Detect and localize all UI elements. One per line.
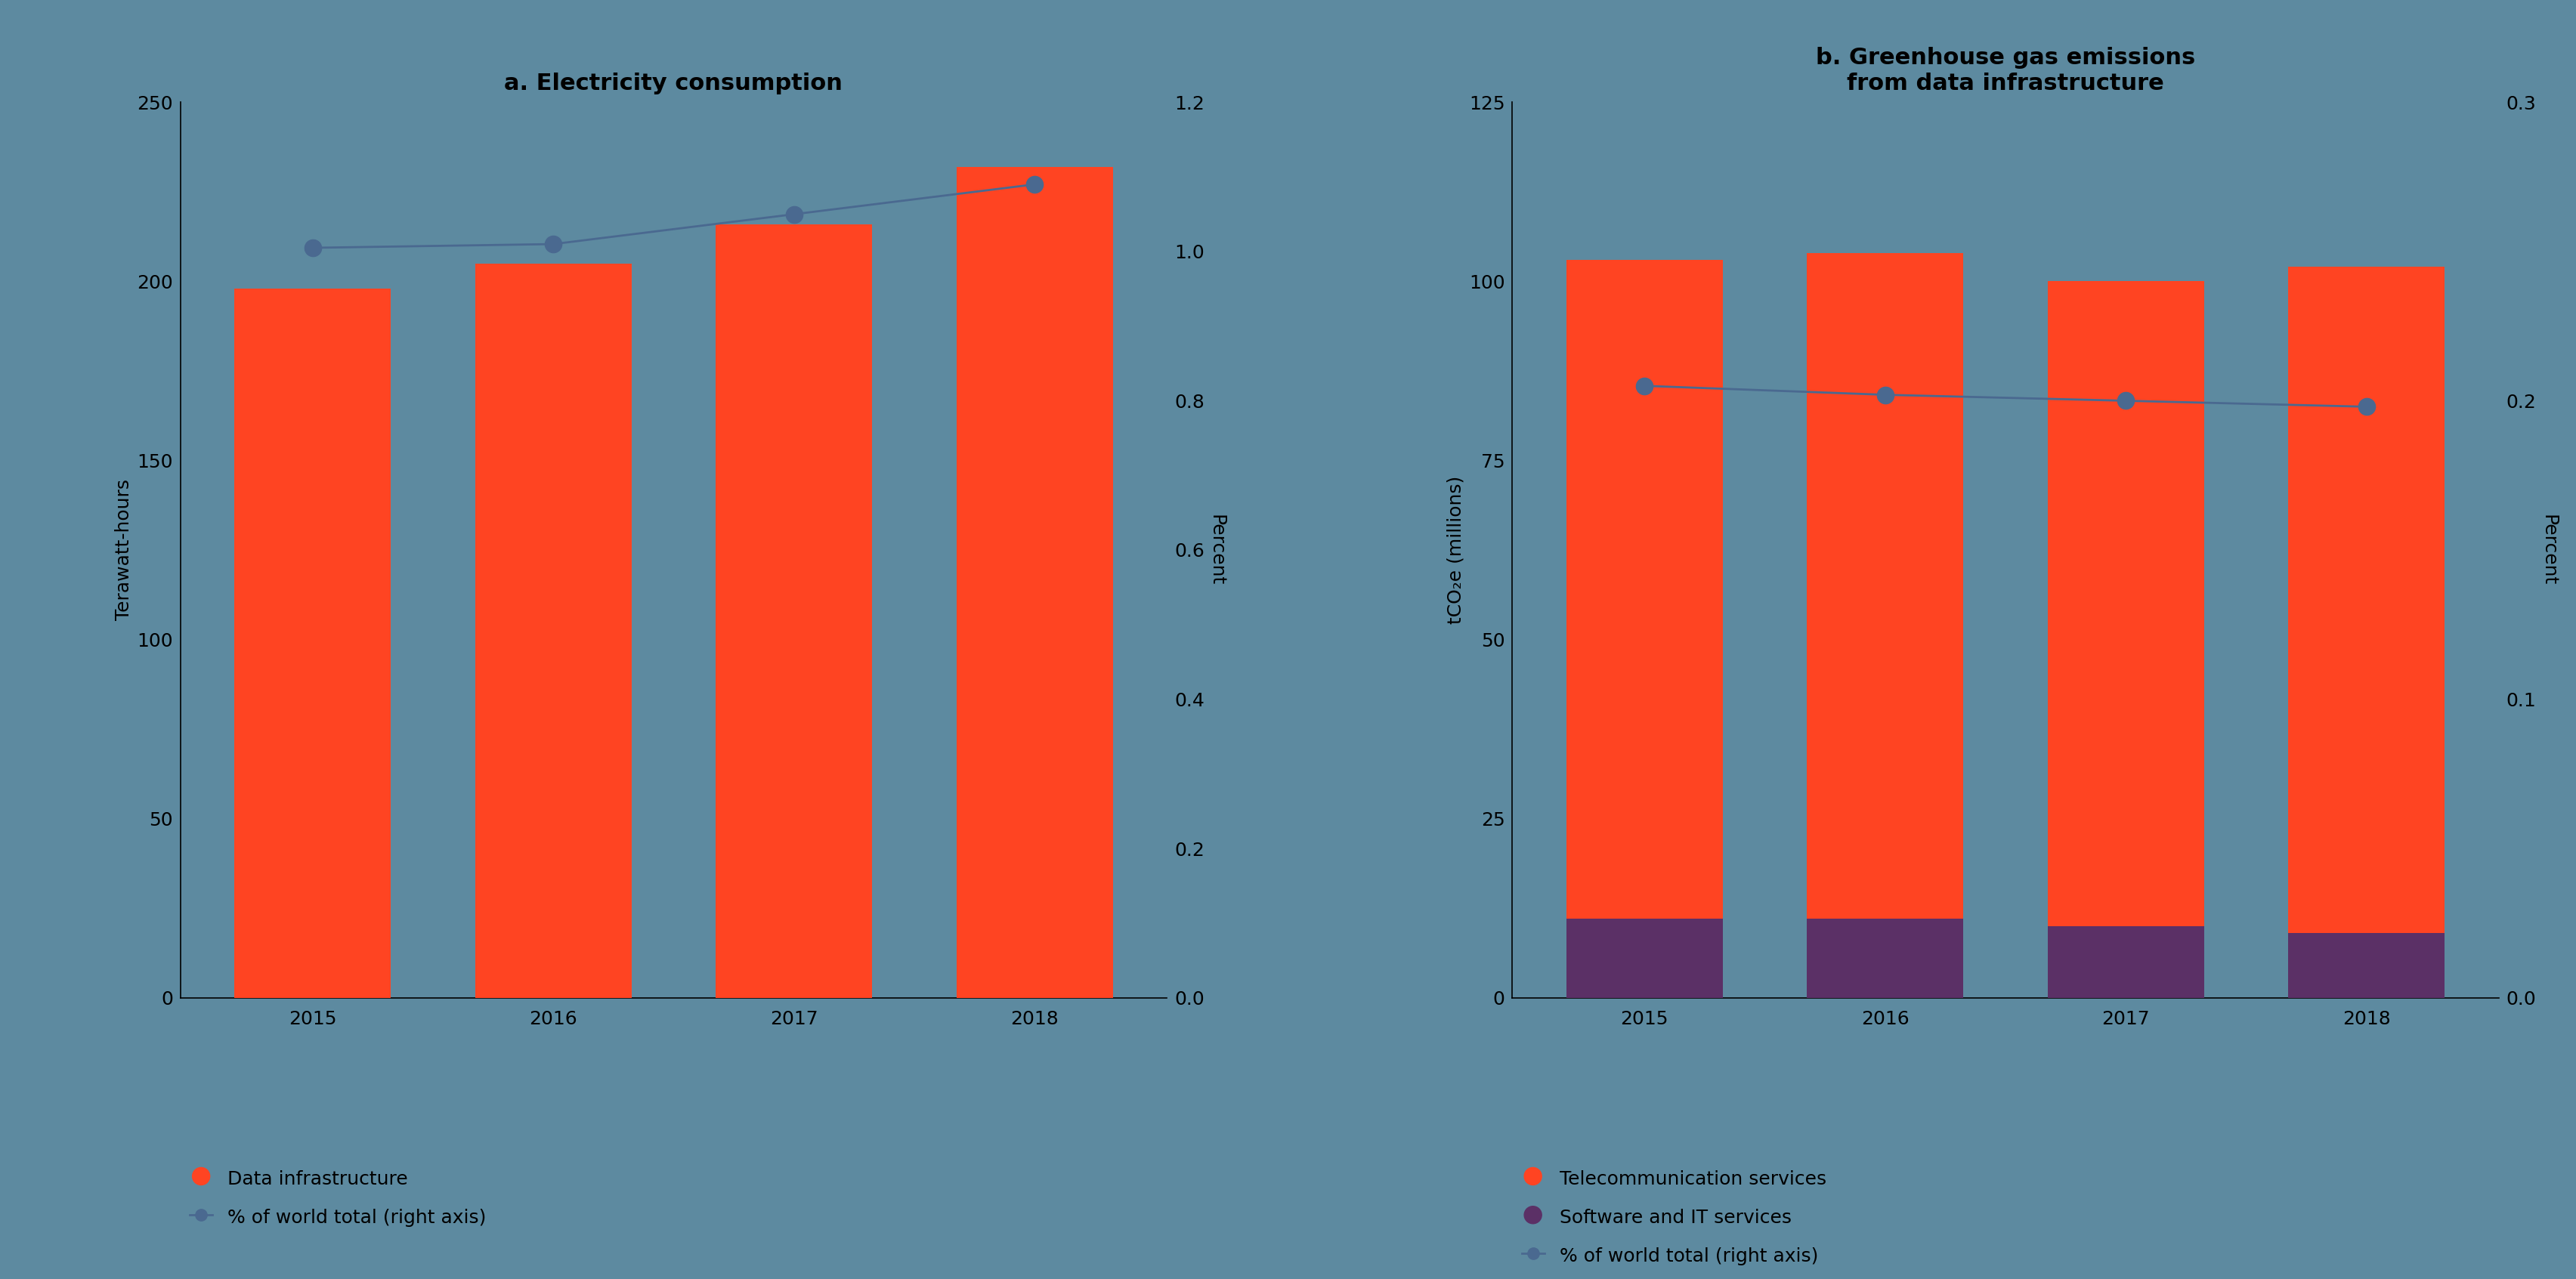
Bar <box>234 289 392 998</box>
Bar <box>2048 926 2205 998</box>
Y-axis label: tCO₂e (millions): tCO₂e (millions) <box>1448 476 1466 624</box>
Bar <box>2287 267 2445 934</box>
Bar <box>2287 934 2445 998</box>
Y-axis label: Terawatt-hours: Terawatt-hours <box>113 480 134 620</box>
Bar <box>2048 281 2205 926</box>
Legend: Data infrastructure, % of world total (right axis): Data infrastructure, % of world total (r… <box>191 1168 487 1227</box>
Bar <box>1566 260 1723 918</box>
Bar <box>474 263 631 998</box>
Bar <box>1806 253 1963 918</box>
Y-axis label: Percent: Percent <box>2540 514 2558 586</box>
Legend: Telecommunication services, Software and IT services, % of world total (right ax: Telecommunication services, Software and… <box>1522 1168 1826 1265</box>
Bar <box>1806 918 1963 998</box>
Bar <box>956 166 1113 998</box>
Bar <box>716 224 873 998</box>
Y-axis label: Percent: Percent <box>1208 514 1226 586</box>
Bar <box>1566 918 1723 998</box>
Title: a. Electricity consumption: a. Electricity consumption <box>505 73 842 95</box>
Title: b. Greenhouse gas emissions
from data infrastructure: b. Greenhouse gas emissions from data in… <box>1816 47 2195 95</box>
